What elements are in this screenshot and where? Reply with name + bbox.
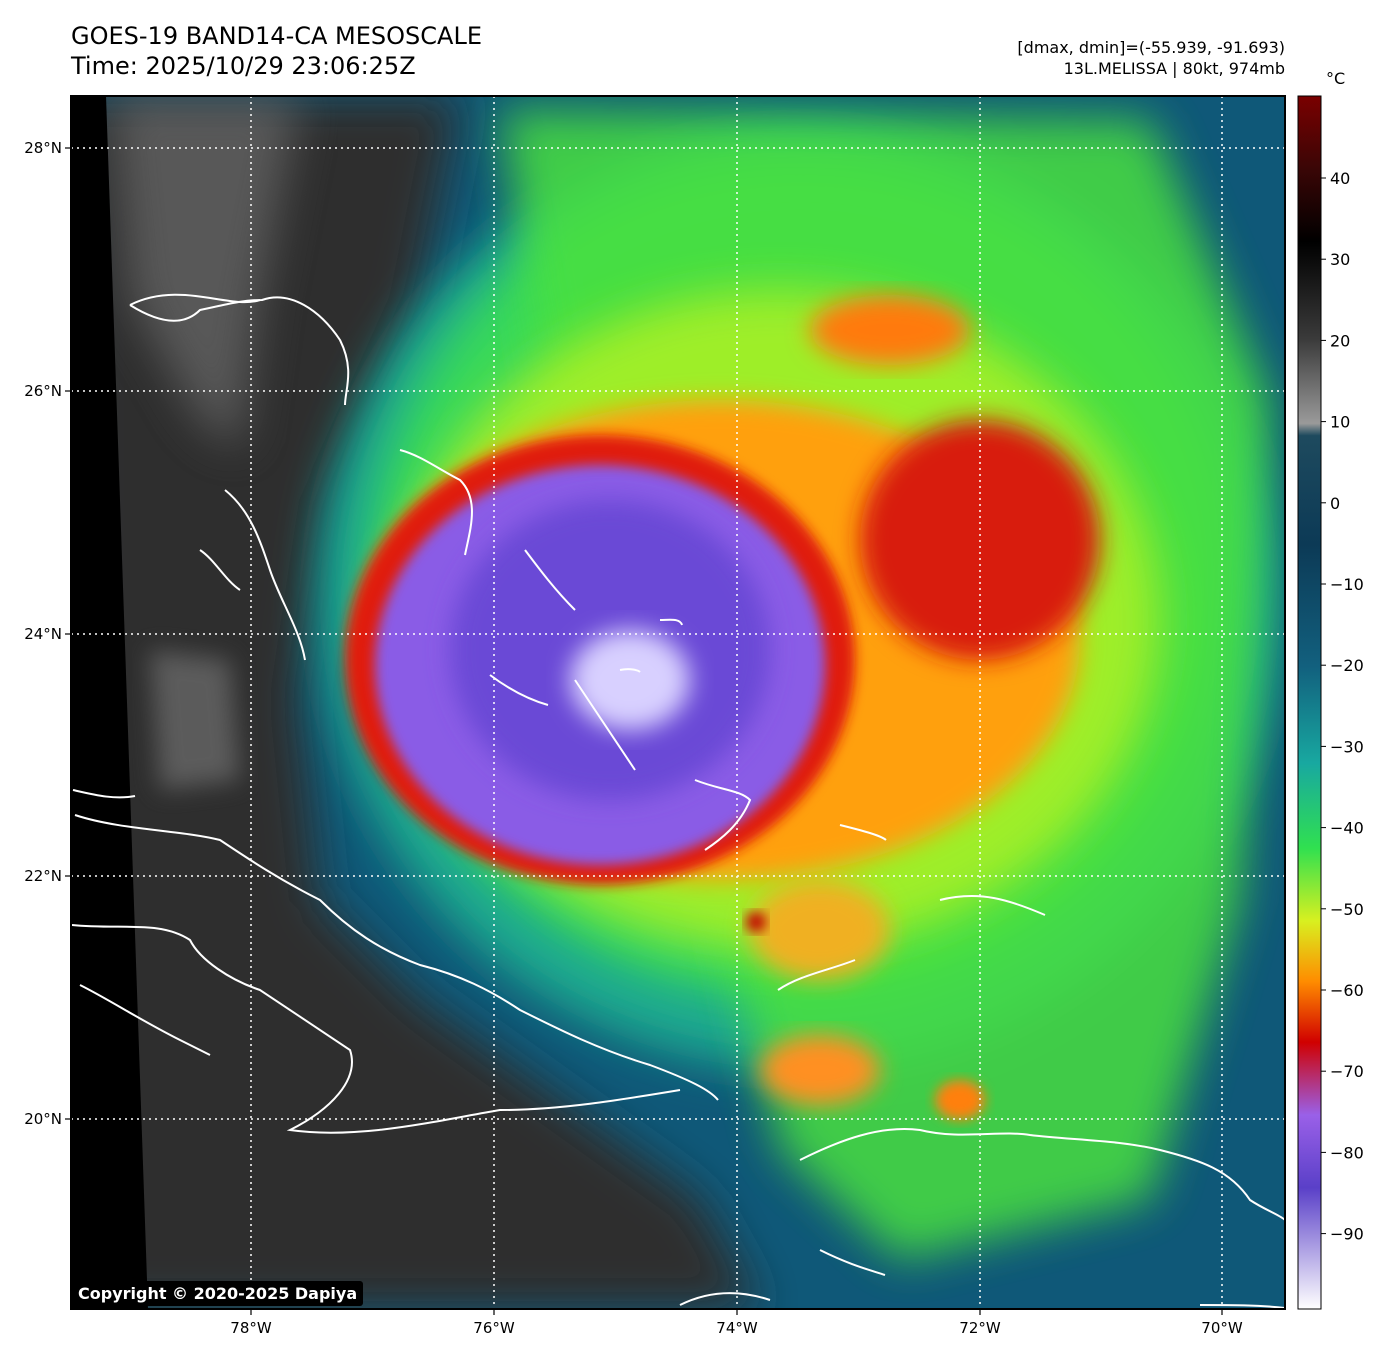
- graticule: [71, 96, 1285, 1309]
- colorbar-tick-label: 20: [1330, 331, 1350, 350]
- colorbar-ticks: 40 30 20 10 0 −10 −20 −30 −40 −50 −60 −70 −80 −90: [1321, 169, 1364, 1244]
- lat-label-20n: 20°N: [24, 1110, 62, 1128]
- tick-marks: [65, 147, 1223, 1315]
- lat-label-24n: 24°N: [24, 625, 62, 643]
- coastlines: [71, 293, 1285, 1309]
- infrared-imagery: [71, 96, 1285, 1309]
- lon-label-78w: 78°W: [230, 1319, 272, 1337]
- colorbar-tick-label: 10: [1330, 413, 1350, 432]
- colorbar-tick-label: −60: [1330, 981, 1364, 1000]
- lon-label-72w: 72°W: [959, 1319, 1001, 1337]
- lat-label-28n: 28°N: [24, 139, 62, 157]
- temperature-range: [dmax, dmin]=(-55.939, -91.693): [1017, 38, 1285, 57]
- colorbar: °C 40 30 20 10 0 −10 −20 −30 −40 −50 −60 −70 −80 −90: [1297, 69, 1364, 1310]
- colorbar-tick-label: −70: [1330, 1062, 1364, 1081]
- colorbar-tick-label: −10: [1330, 575, 1364, 594]
- colorbar-tick-label: 0: [1330, 494, 1340, 513]
- colorbar-tick-label: 30: [1330, 250, 1350, 269]
- map-time: Time: 2025/10/29 23:06:25Z: [71, 52, 416, 80]
- lon-label-76w: 76°W: [473, 1319, 515, 1337]
- colorbar-gradient: [1297, 95, 1322, 1310]
- colorbar-unit: °C: [1326, 69, 1345, 88]
- map-title: GOES-19 BAND14-CA MESOSCALE: [71, 22, 482, 50]
- map-frame: [70, 95, 1286, 1310]
- storm-info: 13L.MELISSA | 80kt, 974mb: [1063, 59, 1285, 78]
- lat-label-22n: 22°N: [24, 867, 62, 885]
- latitude-labels: 28°N 26°N 24°N 22°N 20°N: [24, 139, 62, 1128]
- colorbar-tick-label: −30: [1330, 737, 1364, 756]
- lat-label-26n: 26°N: [24, 382, 62, 400]
- lon-label-70w: 70°W: [1201, 1319, 1243, 1337]
- colorbar-tick-label: 40: [1330, 169, 1350, 188]
- colorbar-tick-label: −50: [1330, 900, 1364, 919]
- colorbar-tick-label: −40: [1330, 819, 1364, 838]
- colorbar-tick-label: −90: [1330, 1225, 1364, 1244]
- colorbar-tick-label: −80: [1330, 1143, 1364, 1162]
- longitude-labels: 78°W 76°W 74°W 72°W 70°W: [230, 1319, 1243, 1337]
- lon-label-74w: 74°W: [716, 1319, 758, 1337]
- copyright-badge: Copyright © 2020-2025 Dapiya: [72, 1281, 364, 1306]
- colorbar-tick-label: −20: [1330, 656, 1364, 675]
